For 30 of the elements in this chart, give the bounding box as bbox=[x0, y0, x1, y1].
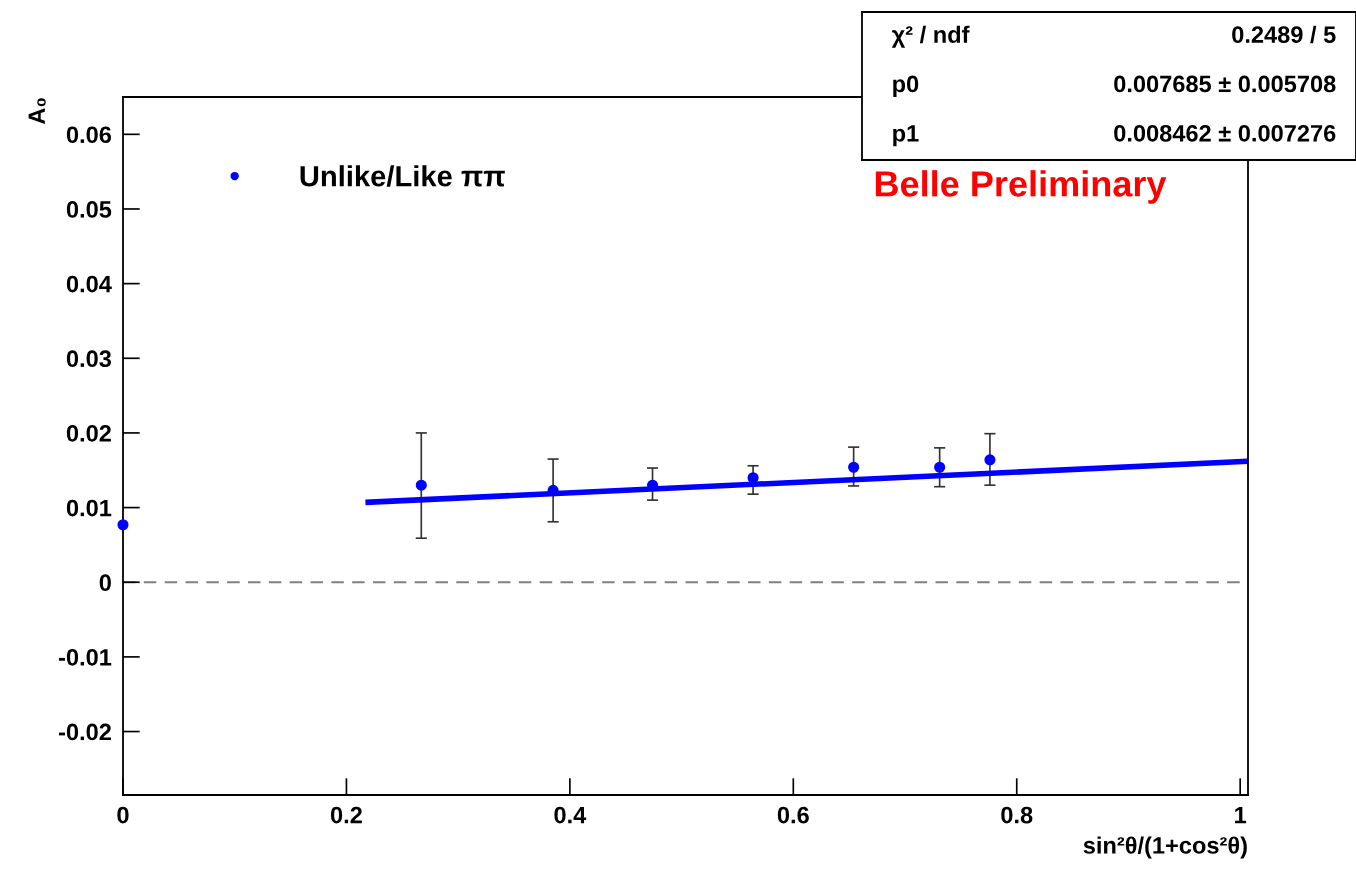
x-tick-label: 0.4 bbox=[554, 806, 587, 824]
y-tick-label: 0.05 bbox=[66, 201, 112, 218]
y-tick-label: 0.04 bbox=[66, 275, 112, 293]
text: 0.007685 ± 0.005708 bbox=[1114, 75, 1336, 93]
y-tick-label: 0.06 bbox=[66, 126, 112, 144]
y-tick-label: -0.02 bbox=[59, 723, 111, 741]
y-tick-label: 0.01 bbox=[66, 499, 112, 517]
x-tick-label: 0.2 bbox=[330, 806, 362, 824]
x-axis-title: sin²θ/(1+cos²θ) bbox=[1083, 836, 1247, 859]
point bbox=[848, 461, 860, 473]
annotation: p1 bbox=[893, 125, 919, 147]
x-tick-label: 0.8 bbox=[1001, 806, 1033, 824]
point bbox=[117, 519, 129, 531]
y-tick-label: 0.03 bbox=[66, 350, 112, 368]
y-tick-label: -0.01 bbox=[59, 648, 112, 666]
point bbox=[984, 454, 996, 466]
x-tick-label: 0.6 bbox=[777, 806, 809, 824]
annotation: Belle Preliminary bbox=[875, 170, 1167, 204]
annotation: 0.008462 ± 0.007276 bbox=[1114, 124, 1336, 142]
point bbox=[415, 479, 427, 491]
point bbox=[934, 461, 946, 473]
annotation: p0 bbox=[893, 75, 919, 98]
text: χ² / ndf bbox=[891, 25, 970, 48]
text: 0.2489 / 5 bbox=[1232, 25, 1336, 44]
x-tick-label: 1 bbox=[1235, 806, 1247, 824]
y-tick-label: 0.02 bbox=[66, 425, 111, 442]
y-axis-title: A₀ bbox=[28, 98, 46, 125]
y-tick-label: 0 bbox=[99, 574, 111, 592]
x-tick-label: 0 bbox=[117, 806, 129, 824]
legend-label: Unlike/Like ππ bbox=[300, 165, 505, 187]
